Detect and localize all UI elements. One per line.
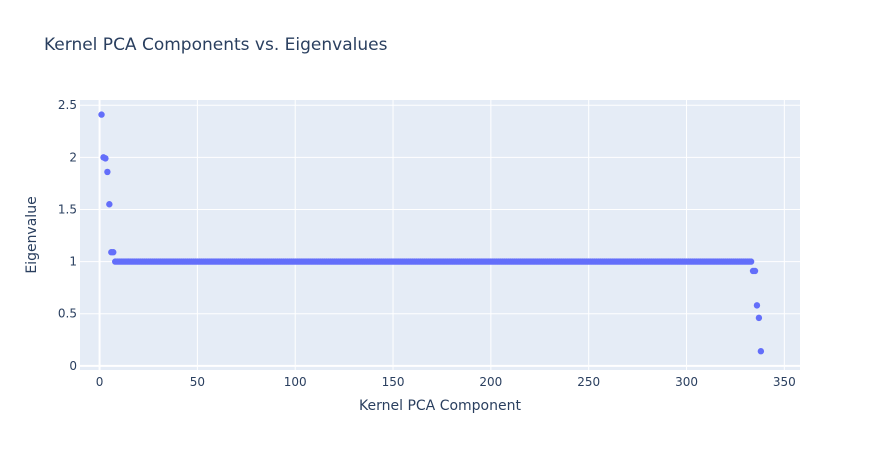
data-point (747, 258, 755, 265)
x-axis: 0 50 100 150 200 250 300 350 (96, 375, 796, 389)
data-point (106, 201, 113, 208)
data-point (753, 302, 761, 309)
chart-title: Kernel PCA Components vs. Eigenvalues (44, 35, 388, 55)
data-point (751, 267, 759, 275)
data-point (110, 249, 117, 256)
data-point (755, 314, 763, 322)
data-point (104, 168, 111, 176)
x-tick-label: 300 (675, 375, 698, 389)
y-tick-label: 2 (69, 150, 77, 164)
x-tick-label: 0 (96, 375, 104, 389)
x-tick-label: 150 (382, 375, 405, 389)
data-point (757, 348, 765, 355)
scatter-series (98, 111, 765, 355)
y-axis-title: Eigenvalue (24, 196, 40, 273)
plot-area (80, 100, 800, 370)
y-tick-label: 0.5 (58, 307, 77, 321)
x-tick-label: 50 (190, 375, 205, 389)
data-point (102, 155, 109, 162)
x-tick-label: 250 (577, 375, 600, 389)
x-tick-label: 100 (284, 375, 307, 389)
y-tick-label: 0 (69, 359, 77, 373)
data-point (98, 111, 105, 118)
x-tick-label: 200 (479, 375, 502, 389)
y-axis: 0 0.5 1 1.5 2 2.5 (58, 98, 77, 373)
x-axis-title: Kernel PCA Component (359, 398, 521, 414)
y-tick-label: 2.5 (58, 98, 77, 112)
y-tick-label: 1.5 (58, 202, 77, 216)
x-tick-label: 350 (773, 375, 796, 389)
y-tick-label: 1 (69, 255, 77, 269)
